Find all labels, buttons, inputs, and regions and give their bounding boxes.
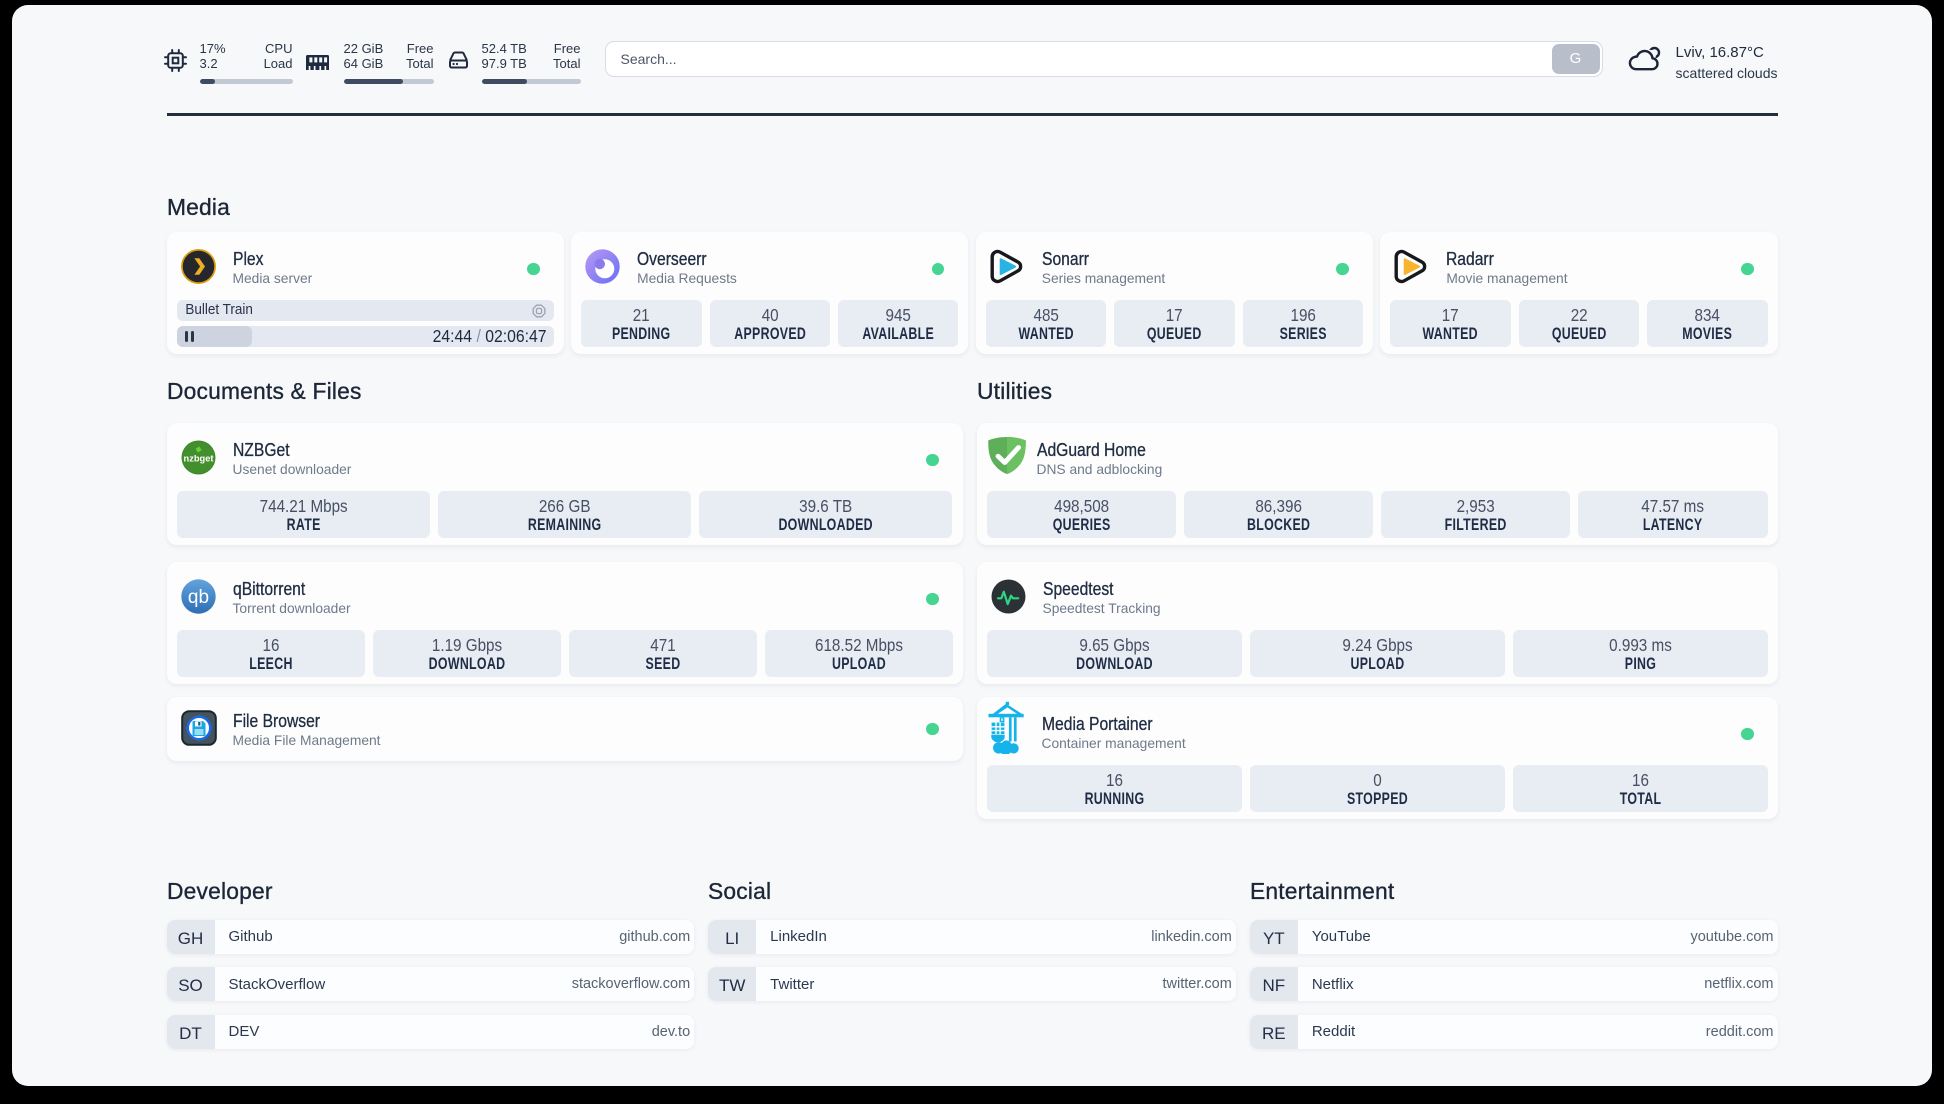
svg-text:nzbget: nzbget	[183, 453, 213, 463]
svg-text:qb: qb	[187, 587, 208, 608]
